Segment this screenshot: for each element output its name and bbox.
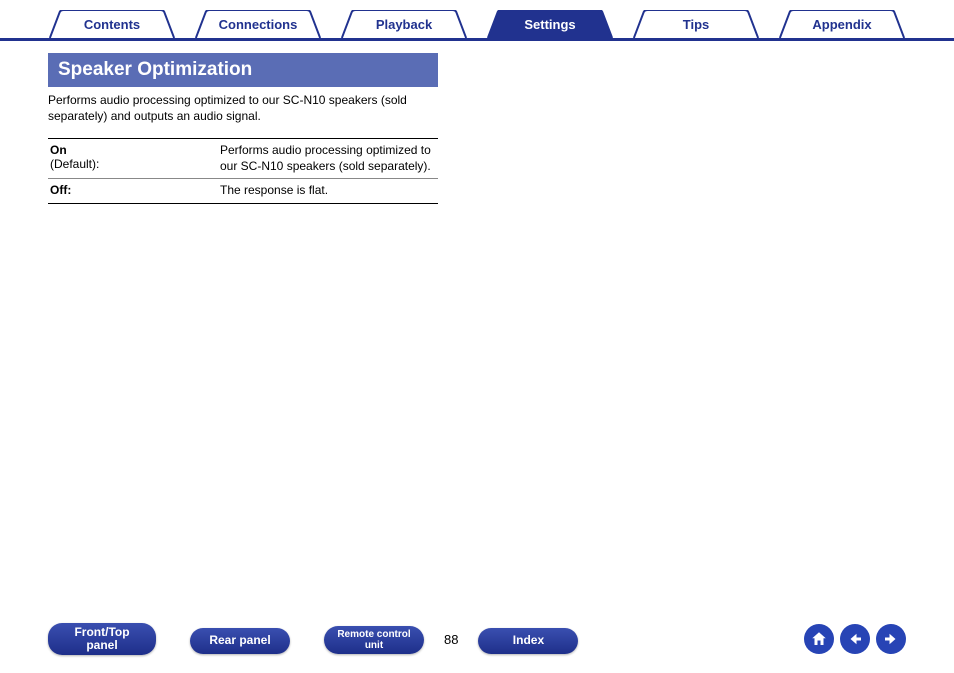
page-number: 88: [424, 632, 478, 647]
prev-button[interactable]: [840, 624, 870, 654]
tab-playback[interactable]: Playback: [332, 10, 476, 38]
front-top-panel-button[interactable]: Front/Toppanel: [48, 623, 156, 655]
settings-table: On (Default): Performs audio processing …: [48, 138, 438, 204]
tab-connections[interactable]: Connections: [186, 10, 330, 38]
button-label: Rear panel: [209, 634, 270, 647]
tab-tips[interactable]: Tips: [624, 10, 768, 38]
button-label: Front/Toppanel: [74, 626, 129, 652]
option-label: On (Default):: [50, 143, 220, 174]
nav-icon-group: [804, 624, 906, 654]
tab-appendix[interactable]: Appendix: [770, 10, 914, 38]
top-tab-bar: Contents Connections Playback Settings T…: [0, 0, 954, 41]
tab-settings[interactable]: Settings: [478, 10, 622, 38]
button-label: Index: [513, 634, 544, 647]
rear-panel-button[interactable]: Rear panel: [190, 628, 290, 654]
option-name: Off:: [50, 183, 71, 197]
button-label: Remote controlunit: [337, 629, 410, 651]
option-description: The response is flat.: [220, 183, 436, 199]
index-button[interactable]: Index: [478, 628, 578, 654]
option-label: Off:: [50, 183, 220, 199]
remote-control-button[interactable]: Remote controlunit: [324, 626, 424, 654]
tab-contents[interactable]: Contents: [40, 10, 184, 38]
tab-label: Tips: [683, 17, 710, 32]
section-title: Speaker Optimization: [48, 53, 438, 87]
tab-label: Appendix: [812, 17, 871, 32]
table-row: Off: The response is flat.: [48, 179, 438, 203]
tab-label: Connections: [219, 17, 298, 32]
section-description: Performs audio processing optimized to o…: [48, 87, 438, 138]
option-name: On: [50, 143, 67, 157]
arrow-right-icon: [882, 630, 900, 648]
arrow-left-icon: [846, 630, 864, 648]
bottom-nav-bar: Front/Toppanel Rear panel Remote control…: [0, 623, 954, 655]
tab-label: Playback: [376, 17, 432, 32]
home-button[interactable]: [804, 624, 834, 654]
table-row: On (Default): Performs audio processing …: [48, 139, 438, 179]
option-default: (Default):: [50, 157, 99, 171]
tab-label: Settings: [524, 17, 575, 32]
main-content: Speaker Optimization Performs audio proc…: [0, 41, 954, 216]
option-description: Performs audio processing optimized to o…: [220, 143, 436, 174]
tab-label: Contents: [84, 17, 140, 32]
home-icon: [810, 630, 828, 648]
next-button[interactable]: [876, 624, 906, 654]
